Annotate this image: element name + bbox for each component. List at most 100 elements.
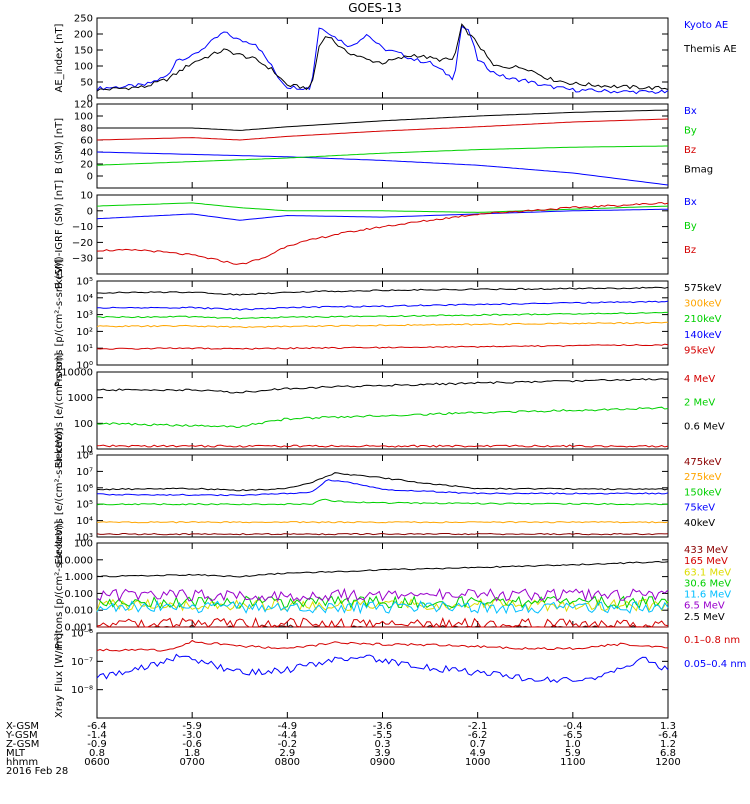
orbit-cell-1-1: -3.0 [182,730,202,741]
panel-5-legend-4: 40keV [684,518,715,529]
orbit-cell-1-2: -4.4 [278,730,298,741]
panel-3-ytick-label: 10⁴ [76,293,93,304]
panel-6-legend-0: 433 MeV [684,545,728,556]
orbit-cell-0-2: -4.9 [278,721,298,732]
panel-6-series-0-line [97,624,668,628]
panel-7-ytick-label: 10⁻⁶ [71,629,93,640]
panel-6-legend-2: 63.1 MeV [684,567,731,578]
panel-6-ytick-label: 0.010 [64,606,93,617]
orbit-cell-2-0: -0.9 [87,739,107,750]
panel-5-legend-3: 75keV [684,503,715,514]
panel-2-legend-1: By [684,221,697,232]
orbit-cell-3-2: 2.9 [279,748,295,759]
panel-6-series-3-line [96,595,669,609]
panel-6-legend-5: 6.5 MeV [684,601,725,612]
orbit-cell-4-0: 0600 [84,757,109,768]
panel-5-ytick-label: 10⁴ [76,516,93,527]
panel-0-ylabel: AE_index [nT] [54,23,65,92]
panel-6-ytick-label: 0.100 [64,589,93,600]
panel-4-legend-2: 0.6 MeV [684,421,725,432]
panel-0-legend-1: Themis AE [683,44,737,55]
panel-5-ytick-label: 10⁷ [76,467,93,478]
panel-3-legend-3: 140keV [684,330,722,341]
panel-2-legend-0: Bx [684,197,697,208]
panel-5-series-3-line [97,479,669,497]
panel-1-legend-0: Bx [684,106,697,117]
panel-1-frame [96,103,669,189]
orbit-cell-0-6: 1.3 [660,721,676,732]
orbit-cell-1-4: -6.2 [468,730,488,741]
panel-5-ylabel: Electrons [e/(cm²-s-sr-keV)] [54,427,65,564]
orbit-cell-4-1: 0700 [179,757,204,768]
panel-1-ytick-label: 120 [74,100,93,111]
orbit-cell-0-0: -6.4 [87,721,107,732]
panel-3-ytick-label: 10⁰ [76,361,93,372]
panel-3-legend-0: 575keV [684,283,722,294]
panel-5-series-4-line [96,472,669,492]
panel-5-series-2-line [96,498,668,506]
panel-5-ytick-label: 10⁶ [76,483,93,494]
orbit-cell-4-2: 0800 [275,757,300,768]
panel-5-legend-0: 475keV [684,457,722,468]
panel-7-series-1-line [96,653,669,684]
panel-0-ytick-label: 100 [74,62,93,73]
orbit-cell-2-4: 0.7 [470,739,486,750]
orbit-row-label-1: Y-GSM [5,730,38,741]
panel-6-series-6-line [96,560,669,578]
orbit-row-label-2: Z-GSM [6,739,39,750]
panel-0-ytick-label: 250 [74,14,93,25]
panel-6-series-4-line [96,600,669,615]
orbit-cell-4-6: 1200 [655,757,680,768]
panel-4-ytick-label: 1000 [68,393,93,404]
orbit-cell-4-4: 1000 [465,757,490,768]
orbit-row-label-0: X-GSM [6,721,39,732]
panel-4-series-0-line [96,444,669,448]
orbit-cell-4-5: 1100 [560,757,585,768]
orbit-cell-3-1: 1.8 [184,748,200,759]
panel-6-ytick-label: 10.000 [58,555,93,566]
orbit-row-label-4: hhmm [6,757,38,768]
panel-4-ytick-label: 10000 [61,368,93,379]
panel-2-ytick-label: −20 [72,238,93,249]
panel-7-series-0-line [96,639,669,652]
panel-0-ytick-label: 50 [80,78,93,89]
panel-2-series-1-line [96,202,669,213]
panel-1-series-3-line [97,109,669,131]
panel-6-ytick-label: 1.000 [64,572,93,583]
panel-2-ytick-label: −10 [72,222,93,233]
panel-5-series-1-line [96,520,669,524]
panel-6-ytick-label: 100 [74,539,93,550]
panel-4-legend-1: 2 MeV [684,398,715,409]
panel-6-legend-1: 165 MeV [684,556,728,567]
panel-1-legend-2: Bz [684,145,696,156]
orbit-cell-2-2: -0.2 [278,739,298,750]
panel-6-legend-3: 30.6 MeV [684,578,731,589]
panel-6-legend-4: 11.6 MeV [684,590,731,601]
panel-0-series-1-line [96,23,669,92]
orbit-date: 2016 Feb 28 [6,766,68,777]
panel-1-series-0-line [96,151,669,186]
panel-1-series-1-line [96,145,668,166]
panel-4-legend-0: 4 MeV [684,374,715,385]
panel-1-series-2-line [96,118,669,141]
panel-3-series-1-line [96,321,669,329]
orbit-cell-3-5: 5.9 [565,748,581,759]
panel-3-ytick-label: 10⁵ [76,277,93,288]
panel-3-series-2-line [96,311,668,320]
panel-1-ytick-label: 0 [87,172,93,183]
panel-0-ytick-label: 200 [74,30,93,41]
panel-4-ytick-label: 10 [80,445,93,456]
orbit-cell-0-5: -0.4 [563,721,583,732]
panel-7-ylabel: Xray Flux [W/m²] [54,633,65,718]
orbit-cell-3-4: 4.9 [470,748,486,759]
panel-0-frame [96,17,669,99]
panel-5-legend-2: 150keV [684,487,722,498]
orbit-cell-3-3: 3.9 [375,748,391,759]
panel-4-series-2-line [97,378,669,394]
panel-6-series-2-line [96,598,669,613]
orbit-cell-0-3: -3.6 [373,721,393,732]
panel-1-ytick-label: 20 [80,160,93,171]
panel-3-legend-1: 300keV [684,299,722,310]
panel-3-legend-4: 95keV [684,345,715,356]
